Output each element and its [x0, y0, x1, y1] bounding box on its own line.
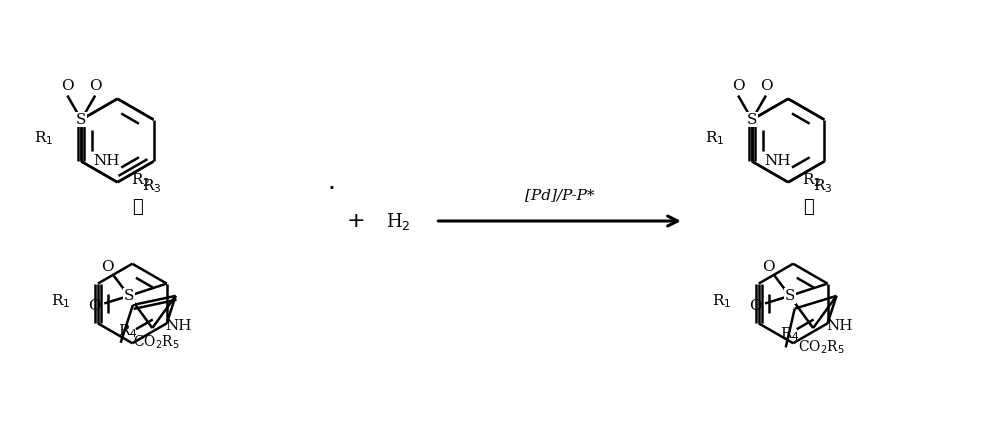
Text: R$_1$: R$_1$: [34, 130, 54, 147]
Text: O: O: [88, 299, 101, 313]
Text: O: O: [101, 260, 114, 274]
Text: S: S: [785, 289, 795, 303]
Text: R$_3$: R$_3$: [813, 177, 832, 195]
Text: R$_3$: R$_3$: [142, 177, 161, 195]
Text: R$_1$: R$_1$: [51, 293, 71, 310]
Text: R$_2$: R$_2$: [131, 171, 151, 189]
Text: S: S: [76, 113, 86, 127]
Text: [Pd]/P-P*: [Pd]/P-P*: [525, 188, 594, 202]
Text: .: .: [327, 170, 335, 194]
Text: NH: NH: [826, 319, 853, 333]
Text: NH: NH: [165, 319, 192, 333]
Text: O: O: [89, 79, 101, 93]
Text: R$_1$: R$_1$: [705, 130, 725, 147]
Text: O: O: [749, 299, 762, 313]
Text: 或: 或: [803, 198, 813, 216]
Text: S: S: [124, 289, 134, 303]
Text: S: S: [747, 113, 757, 127]
Text: CO$_2$R$_5$: CO$_2$R$_5$: [133, 334, 179, 351]
Text: O: O: [61, 79, 74, 93]
Text: R$_4$: R$_4$: [780, 326, 800, 343]
Text: R$_4$: R$_4$: [118, 322, 138, 339]
Text: 或: 或: [132, 198, 143, 216]
Text: H$_2$: H$_2$: [386, 210, 410, 232]
Text: O: O: [760, 79, 772, 93]
Text: +: +: [347, 211, 365, 231]
Text: R$_1$: R$_1$: [712, 293, 732, 310]
Text: O: O: [732, 79, 744, 93]
Text: NH: NH: [764, 154, 790, 168]
Text: O: O: [762, 260, 775, 274]
Text: CO$_2$R$_5$: CO$_2$R$_5$: [798, 339, 844, 356]
Text: NH: NH: [93, 154, 120, 168]
Text: R$_2$: R$_2$: [802, 171, 821, 189]
